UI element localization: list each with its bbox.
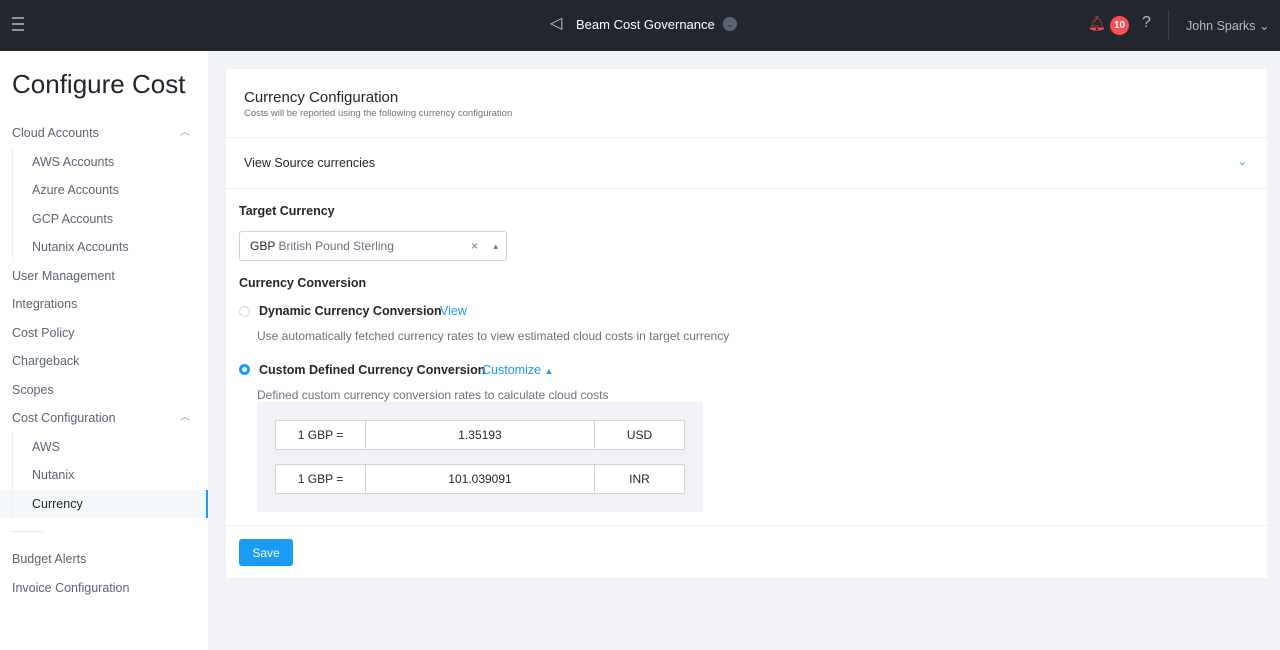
chevron-down-icon[interactable]: ⌄ — [722, 17, 737, 31]
rate-base: 1 GBP = — [276, 421, 366, 449]
target-currency-select[interactable]: GBP British Pound Sterling × ▴ — [239, 231, 507, 261]
sidebar-item-currency[interactable]: Currency — [0, 489, 208, 518]
conversion-rates-panel: 1 GBP = 1.35193 USD 1 GBP = 101.039091 I… — [257, 402, 703, 512]
customize-label: Customize — [482, 363, 542, 377]
chevron-up-icon: ︿ — [180, 127, 190, 138]
bell-icon[interactable]: 🔔︎ — [1088, 15, 1106, 31]
currency-name: British Pound Sterling — [278, 239, 394, 253]
currency-conversion-label: Currency Conversion — [239, 276, 367, 290]
sidebar-item-user-management[interactable]: User Management — [12, 268, 115, 283]
sidebar-item-gcp-accounts[interactable]: GCP Accounts — [0, 204, 208, 234]
app-name: Beam Cost Governance — [576, 16, 715, 32]
dynamic-conversion-label[interactable]: Dynamic Currency Conversion — [259, 304, 442, 318]
sidebar-item-aws-accounts[interactable]: AWS Accounts — [0, 147, 208, 177]
label: Cost Configuration — [12, 411, 116, 425]
divider — [1168, 10, 1169, 40]
sidebar-item-scopes[interactable]: Scopes — [12, 382, 54, 397]
rate-value-input[interactable]: 101.039091 — [366, 465, 595, 493]
label: Cloud Accounts — [12, 126, 99, 140]
help-icon[interactable]: ? — [1142, 14, 1151, 31]
notification-badge[interactable]: 10 — [1110, 16, 1129, 35]
dynamic-conversion-radio[interactable] — [239, 306, 250, 317]
sidebar-item-cost-configuration[interactable]: Cost Configuration ︿ — [0, 404, 208, 433]
currency-code: GBP — [250, 239, 276, 253]
sidebar-item-cost-policy[interactable]: Cost Policy — [12, 325, 75, 340]
sidebar-item-integrations[interactable]: Integrations — [12, 297, 78, 311]
divider — [226, 188, 1267, 189]
sidebar-item-nutanix-accounts[interactable]: Nutanix Accounts — [0, 233, 208, 262]
sidebar-item-aws[interactable]: AWS — [0, 432, 208, 462]
sidebar-item-nutanix[interactable]: Nutanix — [0, 461, 208, 490]
custom-conversion-label[interactable]: Custom Defined Currency Conversion — [259, 363, 486, 377]
chevron-up-icon: ︿ — [180, 412, 190, 423]
user-menu[interactable]: John Sparks ⌄ — [1186, 18, 1269, 33]
top-bar: ◁ Beam Cost Governance ⌄ 🔔︎ 10 ? John Sp… — [0, 0, 1280, 51]
chevron-down-icon[interactable]: ⌄ — [1237, 156, 1247, 168]
sidebar-title: Configure Cost — [12, 69, 186, 99]
rate-row-usd: 1 GBP = 1.35193 USD — [275, 420, 685, 450]
chevron-up-icon: ▲ — [544, 366, 554, 376]
sidebar: Configure Cost Cloud Accounts ︿ AWS Accou… — [0, 51, 208, 650]
beam-logo-icon: ◁ — [550, 15, 563, 32]
chevron-down-icon: ⌄ — [1258, 19, 1270, 33]
user-name: John Sparks — [1186, 19, 1256, 33]
rate-row-inr: 1 GBP = 101.039091 INR — [275, 464, 685, 494]
currency-configuration-card: Currency Configuration Costs will be rep… — [226, 69, 1267, 578]
sidebar-item-budget-alerts[interactable]: Budget Alerts — [12, 552, 87, 566]
dynamic-conversion-description: Use automatically fetched currency rates… — [257, 329, 730, 343]
view-link[interactable]: View — [440, 304, 467, 318]
page-subtitle: Costs will be reported using the followi… — [244, 108, 513, 119]
sidebar-item-chargeback[interactable]: Chargeback — [12, 354, 80, 368]
divider — [226, 137, 1267, 138]
clear-icon[interactable]: × — [470, 239, 478, 253]
sidebar-item-cloud-accounts[interactable]: Cloud Accounts ︿ — [0, 119, 208, 148]
app-switcher[interactable]: ◁ Beam Cost Governance ⌄ — [550, 15, 737, 33]
menu-icon[interactable] — [12, 17, 24, 31]
rate-value-input[interactable]: 1.35193 — [366, 421, 595, 449]
sidebar-item-azure-accounts[interactable]: Azure Accounts — [0, 176, 208, 205]
customize-link[interactable]: Customize ▲ — [482, 363, 553, 377]
sidebar-item-invoice-configuration[interactable]: Invoice Configuration — [12, 580, 130, 595]
target-currency-label: Target Currency — [239, 204, 335, 218]
sort-arrows-icon: ▴ — [493, 241, 498, 251]
custom-conversion-radio[interactable] — [239, 364, 250, 375]
rate-currency: USD — [626, 428, 653, 442]
divider — [226, 525, 1267, 526]
rate-currency: INR — [629, 472, 650, 486]
view-source-currencies-toggle[interactable]: View Source currencies — [244, 156, 376, 170]
custom-conversion-description: Defined custom currency conversion rates… — [257, 388, 609, 402]
rate-base: 1 GBP = — [276, 465, 366, 493]
divider — [12, 531, 42, 532]
save-button[interactable]: Save — [239, 539, 293, 566]
page-title: Currency Configuration — [244, 89, 399, 106]
sidebar-nav: Cloud Accounts ︿ AWS Accounts Azure Accou… — [0, 119, 208, 602]
